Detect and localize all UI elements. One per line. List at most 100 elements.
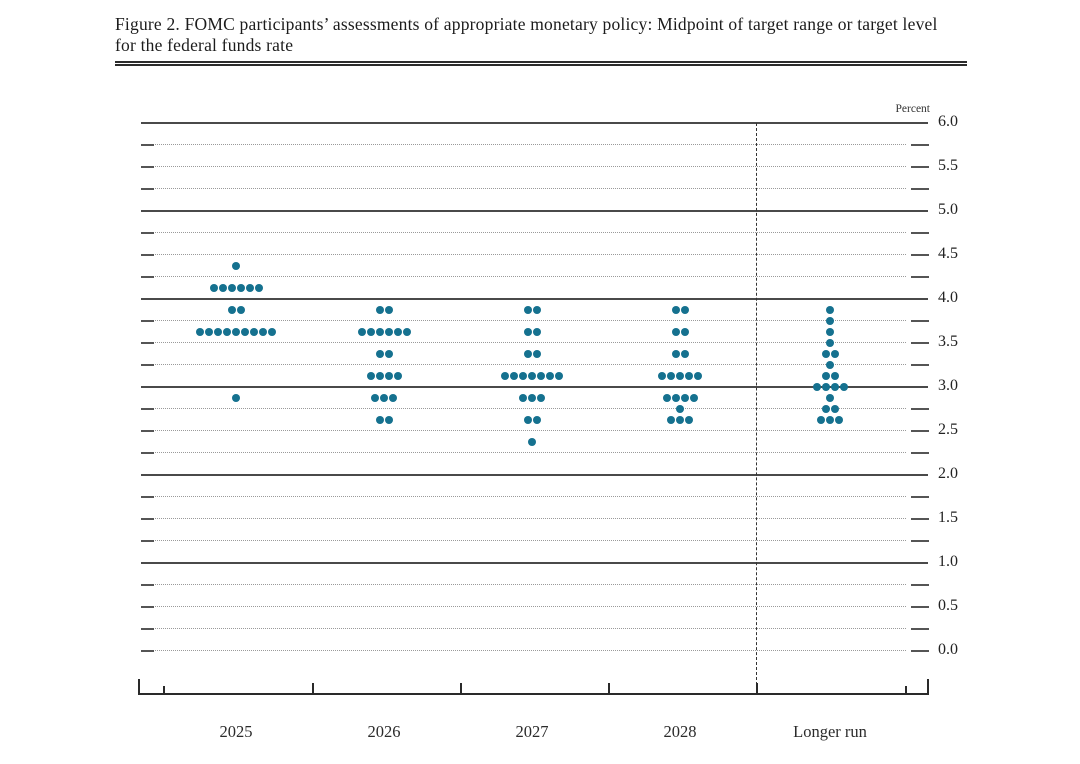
fomc-dot — [667, 372, 675, 380]
x-category-label: 2027 — [515, 722, 549, 741]
fomc-dot — [685, 416, 693, 424]
x-axis-line — [138, 693, 929, 695]
gridline-dotted — [155, 650, 906, 651]
fomc-dot — [232, 394, 240, 402]
gridline-dotted — [155, 144, 906, 145]
fomc-dot — [393, 372, 402, 380]
fomc-dot — [259, 328, 267, 336]
fomc-dot — [528, 394, 536, 402]
fomc-dot — [826, 317, 834, 325]
y-tick-label: 4.5 — [938, 245, 958, 262]
fomc-dot — [671, 328, 680, 336]
fomc-dot — [245, 284, 254, 292]
x-axis-boundary-tick — [312, 683, 314, 695]
fomc-dot — [232, 328, 240, 336]
y-right-tick — [911, 166, 929, 168]
fomc-dot — [532, 350, 541, 358]
figure-title: Figure 2. FOMC participants’ assessments… — [115, 14, 938, 56]
fomc-dot — [528, 372, 536, 380]
fomc-dot — [375, 306, 384, 314]
y-left-tick — [141, 584, 154, 586]
fomc-dot — [532, 306, 541, 314]
y-right-tick — [911, 254, 929, 256]
fomc-dot — [676, 372, 684, 380]
fomc-dot — [357, 328, 366, 336]
y-tick-label: 3.5 — [938, 333, 958, 350]
fomc-dot — [671, 394, 680, 402]
fomc-dot — [821, 383, 830, 391]
y-right-tick — [911, 628, 929, 630]
fomc-dot — [523, 350, 532, 358]
y-right-tick — [911, 408, 929, 410]
fomc-dot — [384, 350, 393, 358]
fomc-dot — [196, 328, 204, 336]
x-category-label: 2028 — [663, 722, 697, 741]
x-axis-minor-tick — [905, 686, 907, 695]
fomc-dot — [826, 361, 834, 369]
fomc-dot — [821, 372, 830, 380]
fomc-dot — [830, 405, 839, 413]
fomc-dot — [676, 405, 684, 413]
x-axis-end-bracket — [927, 679, 929, 695]
fomc-dot — [366, 328, 375, 336]
y-tick-label: 5.5 — [938, 157, 958, 174]
y-left-tick — [141, 408, 154, 410]
fomc-dot — [826, 328, 834, 336]
fomc-dot — [835, 416, 843, 424]
fomc-dot — [510, 372, 518, 380]
fomc-dot — [402, 328, 411, 336]
fomc-dot — [528, 438, 536, 446]
y-right-tick — [911, 496, 929, 498]
fomc-dot — [821, 350, 830, 358]
fomc-dot — [532, 416, 541, 424]
fomc-dot — [241, 328, 249, 336]
fomc-dot — [384, 328, 393, 336]
fomc-dot — [826, 339, 834, 347]
y-right-tick — [911, 540, 929, 542]
x-axis-boundary-tick — [608, 683, 610, 695]
y-right-tick — [911, 518, 929, 520]
y-left-tick — [141, 606, 154, 608]
fomc-dot — [209, 284, 218, 292]
x-category-label: 2025 — [219, 722, 253, 741]
fomc-dot — [523, 306, 532, 314]
y-right-tick — [911, 650, 929, 652]
fomc-dot — [254, 284, 263, 292]
fomc-dot — [384, 416, 393, 424]
fomc-dot — [680, 306, 689, 314]
gridline-dotted — [155, 342, 906, 343]
fomc-dot — [218, 284, 227, 292]
x-axis-end-bracket — [138, 679, 140, 695]
fomc-dot — [523, 416, 532, 424]
gridline-dotted — [155, 254, 906, 255]
gridline-dotted — [155, 166, 906, 167]
gridline-dotted — [155, 364, 906, 365]
fomc-dot — [366, 372, 375, 380]
y-left-tick — [141, 628, 154, 630]
y-right-tick — [911, 606, 929, 608]
fomc-dot — [384, 372, 393, 380]
fomc-dot — [817, 416, 825, 424]
x-axis-boundary-tick — [756, 683, 758, 695]
fomc-dot — [519, 372, 527, 380]
fomc-dot — [375, 372, 384, 380]
gridline-solid — [141, 386, 928, 388]
y-right-tick — [911, 188, 929, 190]
y-left-tick — [141, 430, 154, 432]
y-left-tick — [141, 342, 154, 344]
gridline-dotted — [155, 606, 906, 607]
fomc-dot — [676, 416, 684, 424]
fomc-dot — [389, 394, 397, 402]
fomc-dot — [694, 372, 702, 380]
fomc-dot — [214, 328, 222, 336]
fomc-dot — [501, 372, 509, 380]
y-axis-unit-label: Percent — [895, 103, 930, 115]
x-axis-boundary-tick — [460, 683, 462, 695]
y-left-tick — [141, 364, 154, 366]
fomc-dot — [671, 306, 680, 314]
fomc-dot — [826, 306, 834, 314]
fomc-dot — [546, 372, 554, 380]
fomc-dot — [830, 372, 839, 380]
y-left-tick — [141, 276, 154, 278]
